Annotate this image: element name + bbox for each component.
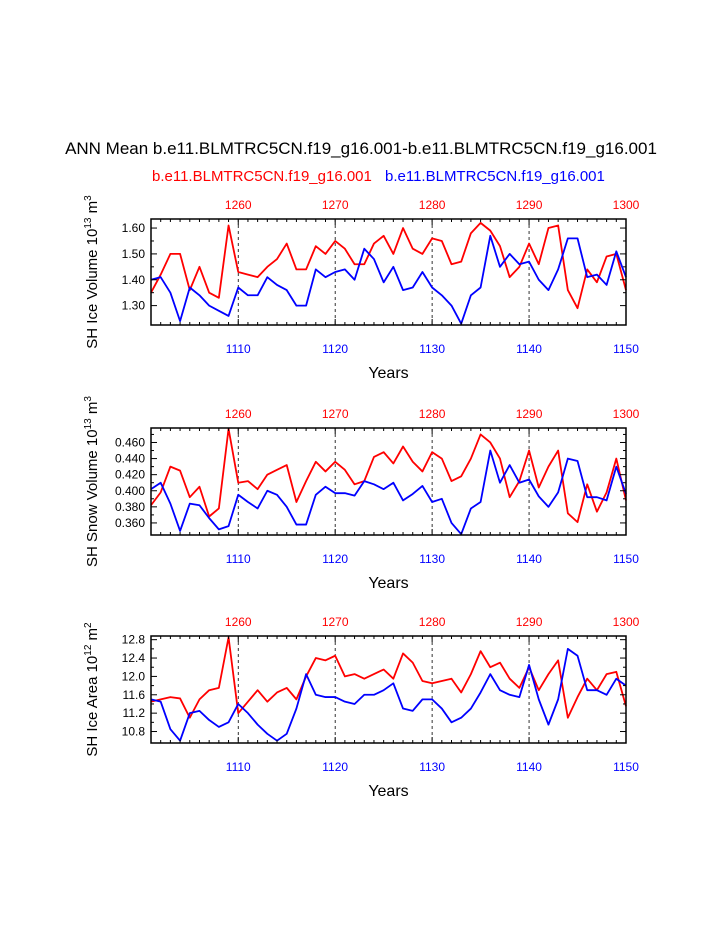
x-tick-label-top: 1270 — [322, 407, 349, 421]
y-tick-label: 1.30 — [122, 299, 146, 313]
y-tick-label: 0.460 — [115, 435, 145, 449]
y-axis-label: SH Ice Area 1012 m2 — [83, 622, 101, 757]
series-line-red — [150, 221, 627, 310]
y-axis-label-superscript: 3 — [83, 396, 94, 402]
legend-red-label: b.e11.BLMTRC5CN.f19_g16.001 — [152, 168, 372, 185]
y-tick-label: 12.4 — [122, 651, 146, 665]
y-axis-label-part: m — [84, 628, 101, 645]
x-tick-label-top: 1260 — [225, 198, 252, 212]
y-axis-label: SH Snow Volume 1013 m3 — [83, 396, 101, 567]
y-tick-label: 12.8 — [122, 633, 146, 647]
plot-frame — [150, 635, 627, 744]
x-tick-label-bottom: 1110 — [226, 760, 251, 774]
y-tick-label: 1.60 — [122, 221, 146, 235]
y-axis-label-superscript: 2 — [83, 622, 94, 628]
y-axis-label: SH Ice Volume 1013 m3 — [83, 195, 101, 349]
x-tick-label-bottom: 1150 — [613, 342, 639, 356]
y-axis-label-part: SH Ice Area 10 — [84, 656, 101, 757]
chart-panels: 1110 1120 1130 1140 1150 1260 1270 1280 1290 1300… — [83, 195, 640, 800]
plot-frame — [150, 218, 627, 326]
x-tick-label-bottom: 1140 — [516, 342, 542, 356]
y-tick-label: 12.0 — [122, 669, 146, 683]
y-tick-label: 11.2 — [123, 706, 146, 720]
y-tick-label: 0.360 — [115, 516, 145, 530]
x-tick-label-top: 1300 — [613, 615, 640, 629]
y-tick-label: 10.8 — [122, 725, 146, 739]
series-line-blue — [150, 647, 627, 742]
x-tick-label-top: 1290 — [516, 615, 543, 629]
y-axis-label-superscript: 3 — [83, 195, 94, 201]
y-tick-label: 0.400 — [115, 484, 145, 498]
x-tick-label-bottom: 1130 — [419, 760, 445, 774]
y-tick-label: 0.380 — [115, 500, 145, 514]
x-tick-label-top: 1280 — [419, 615, 446, 629]
x-tick-label-bottom: 1130 — [419, 342, 445, 356]
y-tick-label: 1.40 — [122, 273, 146, 287]
series-line-red — [150, 636, 627, 719]
y-axis-label-part: m — [84, 402, 101, 419]
x-tick-label-bottom: 1140 — [516, 760, 542, 774]
x-tick-label-bottom: 1120 — [322, 342, 348, 356]
x-axis-label: Years — [368, 575, 408, 592]
x-tick-label-bottom: 1130 — [419, 552, 445, 566]
y-tick-label: 0.440 — [115, 452, 145, 466]
x-tick-label-bottom: 1120 — [322, 760, 348, 774]
x-tick-label-bottom: 1150 — [613, 552, 639, 566]
y-axis-label-part: SH Snow Volume 10 — [84, 429, 101, 567]
series-line-red — [150, 427, 627, 524]
x-axis-label: Years — [368, 365, 408, 382]
y-axis-label-superscript: 12 — [83, 644, 94, 656]
y-axis-label-superscript: 13 — [83, 217, 94, 229]
y-axis-label-part: m — [84, 201, 101, 218]
x-tick-label-bottom: 1120 — [322, 552, 348, 566]
y-axis-label-superscript: 13 — [83, 418, 94, 430]
plot-frame — [150, 427, 627, 536]
x-tick-label-bottom: 1110 — [226, 342, 251, 356]
x-axis-label: Years — [368, 783, 408, 800]
chart-panel-3: 1110 1120 1130 1140 1150 1260 1270 1280 1290 1300… — [83, 615, 640, 800]
main-title: ANN Mean b.e11.BLMTRC5CN.f19_g16.001-b.e… — [65, 139, 657, 158]
x-tick-label-top: 1270 — [322, 615, 349, 629]
x-tick-label-bottom: 1140 — [516, 552, 542, 566]
x-tick-label-top: 1290 — [516, 198, 543, 212]
series-line-blue — [150, 234, 627, 325]
x-tick-label-top: 1300 — [613, 407, 640, 421]
series-line-blue — [150, 449, 627, 536]
x-tick-label-bottom: 1110 — [226, 552, 251, 566]
x-tick-label-bottom: 1150 — [613, 760, 639, 774]
y-axis-label-part: SH Ice Volume 10 — [84, 229, 101, 349]
legend-blue-label: b.e11.BLMTRC5CN.f19_g16.001 — [385, 168, 605, 185]
x-tick-label-top: 1260 — [225, 615, 252, 629]
y-tick-label: 1.50 — [122, 247, 146, 261]
x-tick-label-top: 1270 — [322, 198, 349, 212]
x-tick-label-top: 1290 — [516, 407, 543, 421]
x-tick-label-top: 1260 — [225, 407, 252, 421]
x-tick-label-top: 1280 — [419, 407, 446, 421]
x-tick-label-top: 1280 — [419, 198, 446, 212]
x-tick-label-top: 1300 — [613, 198, 640, 212]
chart-panel-2: 1110 1120 1130 1140 1150 1260 1270 1280 1290 1300… — [83, 396, 640, 592]
chart-panel-1: 1110 1120 1130 1140 1150 1260 1270 1280 1290 1300… — [83, 195, 640, 382]
y-tick-label: 0.420 — [115, 468, 145, 482]
y-tick-label: 11.6 — [123, 688, 146, 702]
